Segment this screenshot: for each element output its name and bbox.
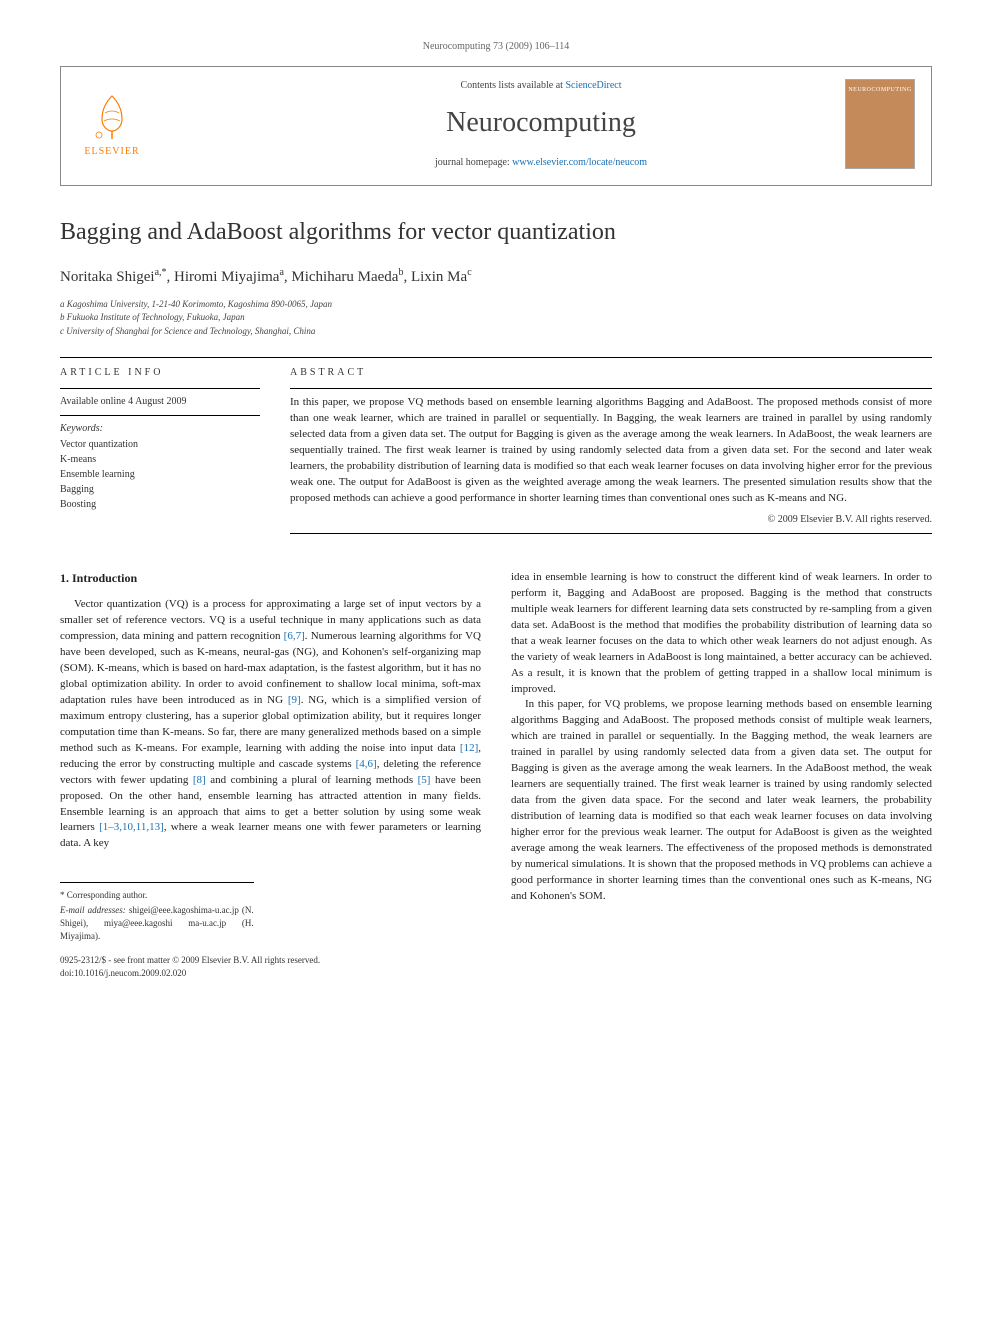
- affiliation-c: c University of Shanghai for Science and…: [60, 325, 932, 338]
- sciencedirect-link[interactable]: ScienceDirect: [565, 80, 621, 91]
- section-1-heading: 1. Introduction: [60, 570, 481, 587]
- journal-homepage-link[interactable]: www.elsevier.com/locate/neucom: [512, 157, 647, 168]
- journal-banner: ELSEVIER Contents lists available at Sci…: [60, 66, 932, 186]
- body-two-column: 1. Introduction Vector quantization (VQ)…: [60, 570, 932, 980]
- ref-9[interactable]: [9]: [288, 694, 301, 706]
- article-title: Bagging and AdaBoost algorithms for vect…: [60, 216, 932, 250]
- author-4-sup: c: [467, 267, 471, 278]
- p1-f: and combining a plural of learning metho…: [206, 774, 418, 786]
- affiliations: a Kagoshima University, 1-21-40 Korimomt…: [60, 298, 932, 338]
- ref-6-7[interactable]: [6,7]: [284, 630, 305, 642]
- author-2: , Hiromi Miyajima: [167, 269, 280, 285]
- journal-title: Neurocomputing: [167, 103, 915, 142]
- journal-homepage-line: journal homepage: www.elsevier.com/locat…: [167, 156, 915, 170]
- abstract-divider: [290, 388, 932, 389]
- email-label: E-mail addresses:: [60, 905, 126, 915]
- author-4: , Lixin Ma: [403, 269, 467, 285]
- abstract-block: ABSTRACT In this paper, we propose VQ me…: [290, 366, 932, 540]
- author-1: Noritaka Shigei: [60, 269, 155, 285]
- cover-thumb-label: NEUROCOMPUTING: [848, 86, 911, 94]
- article-info-block: ARTICLE INFO Available online 4 August 2…: [60, 366, 260, 540]
- abstract-divider-bottom: [290, 533, 932, 534]
- ref-1-3-10-11-13[interactable]: [1–3,10,11,13]: [99, 821, 164, 833]
- email-line: E-mail addresses: shigei@eee.kagoshima-u…: [60, 904, 254, 943]
- homepage-prefix: journal homepage:: [435, 157, 512, 168]
- running-header: Neurocomputing 73 (2009) 106–114: [60, 40, 932, 54]
- ref-5[interactable]: [5]: [418, 774, 431, 786]
- author-list: Noritaka Shigeia,*, Hiromi Miyajimaa, Mi…: [60, 266, 932, 288]
- intro-paragraph-1: Vector quantization (VQ) is a process fo…: [60, 597, 481, 852]
- keywords-list: Vector quantization K-means Ensemble lea…: [60, 438, 260, 512]
- affiliation-a: a Kagoshima University, 1-21-40 Korimomt…: [60, 298, 932, 311]
- intro-paragraph-2: In this paper, for VQ problems, we propo…: [511, 697, 932, 904]
- author-1-sup: a,*: [155, 267, 167, 278]
- keyword-5: Boosting: [60, 498, 260, 512]
- copyright-line: © 2009 Elsevier B.V. All rights reserved…: [290, 513, 932, 527]
- info-divider-2: [60, 415, 260, 416]
- corresponding-author-note: * Corresponding author.: [60, 889, 254, 902]
- divider: [60, 357, 932, 358]
- body-column-right: idea in ensemble learning is how to cons…: [511, 570, 932, 980]
- elsevier-logo: ELSEVIER: [77, 79, 147, 159]
- contents-prefix: Contents lists available at: [460, 80, 565, 91]
- ref-8[interactable]: [8]: [193, 774, 206, 786]
- issn-line: 0925-2312/$ - see front matter © 2009 El…: [60, 954, 481, 967]
- contents-lists-line: Contents lists available at ScienceDirec…: [167, 79, 915, 93]
- affiliation-b: b Fukuoka Institute of Technology, Fukuo…: [60, 311, 932, 324]
- doi-block: 0925-2312/$ - see front matter © 2009 El…: [60, 954, 481, 980]
- footnotes-block: * Corresponding author. E-mail addresses…: [60, 882, 254, 943]
- doi-line: doi:10.1016/j.neucom.2009.02.020: [60, 967, 481, 980]
- ref-12[interactable]: [12]: [460, 742, 478, 754]
- keyword-2: K-means: [60, 453, 260, 467]
- keyword-4: Bagging: [60, 483, 260, 497]
- elsevier-tree-icon: [87, 91, 137, 141]
- intro-paragraph-1-cont: idea in ensemble learning is how to cons…: [511, 570, 932, 698]
- journal-cover-thumbnail: NEUROCOMPUTING: [845, 79, 915, 169]
- keyword-3: Ensemble learning: [60, 468, 260, 482]
- abstract-label: ABSTRACT: [290, 366, 932, 380]
- author-3: , Michiharu Maeda: [284, 269, 399, 285]
- elsevier-label: ELSEVIER: [84, 145, 139, 159]
- available-online-date: Available online 4 August 2009: [60, 395, 260, 409]
- ref-4-6[interactable]: [4,6]: [356, 758, 377, 770]
- article-info-label: ARTICLE INFO: [60, 366, 260, 380]
- body-column-left: 1. Introduction Vector quantization (VQ)…: [60, 570, 481, 980]
- abstract-text: In this paper, we propose VQ methods bas…: [290, 395, 932, 507]
- info-divider-1: [60, 388, 260, 389]
- keywords-label: Keywords:: [60, 422, 260, 436]
- keyword-1: Vector quantization: [60, 438, 260, 452]
